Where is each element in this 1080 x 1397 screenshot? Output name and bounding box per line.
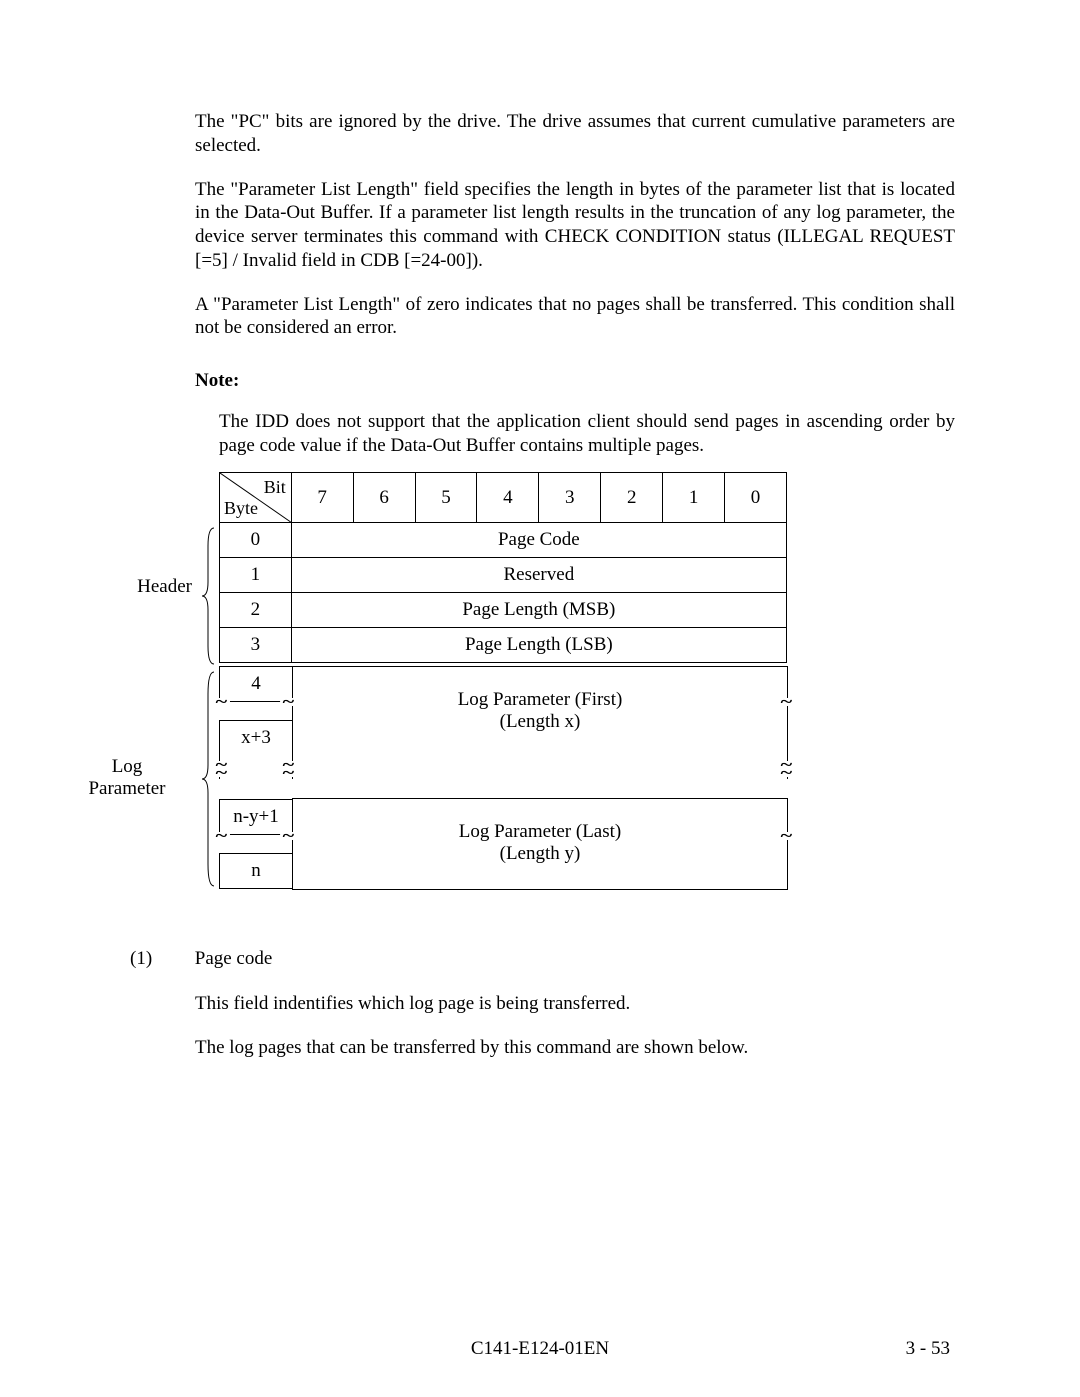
byte-n-box: n (219, 853, 293, 889)
tilde-icon: ~ (280, 832, 297, 840)
log-last-line1: Log Parameter (Last) (293, 821, 787, 843)
side-label-header: Header (82, 576, 192, 598)
paragraph-pc-bits: The "PC" bits are ignored by the drive. … (195, 110, 955, 158)
row-page-length-lsb: Page Length (LSB) (291, 628, 786, 663)
paragraph-zero-length: A "Parameter List Length" of zero indica… (195, 293, 955, 341)
footer-page-number: 3 - 53 (906, 1338, 950, 1360)
byte-x3-box: x+3 (219, 720, 293, 756)
tilde-icon: ~ (778, 832, 795, 840)
bit-header-2: 2 (601, 473, 663, 523)
bit-header-4: 4 (477, 473, 539, 523)
byte-0: 0 (220, 523, 292, 558)
byte-1: 1 (220, 558, 292, 593)
row-reserved: Reserved (291, 558, 786, 593)
tilde-icon: ~ (280, 698, 297, 706)
section-title: Page code (195, 948, 273, 969)
tilde-icon: ~~ (280, 761, 297, 777)
bit-header-1: 1 (663, 473, 725, 523)
bit-header-7: 7 (291, 473, 353, 523)
log-param-last-cell: Log Parameter (Last) (Length y) (292, 798, 788, 890)
row-page-code: Page Code (291, 523, 786, 558)
header-table: Bit Byte 7 6 5 4 3 2 1 0 0 Page Code 1 R… (219, 472, 787, 663)
bit-header-3: 3 (539, 473, 601, 523)
byte-3: 3 (220, 628, 292, 663)
log-first-line1: Log Parameter (First) (293, 689, 787, 711)
side-label-log-l2: Parameter (88, 778, 165, 799)
bit-header-6: 6 (353, 473, 415, 523)
bit-header-0: 0 (725, 473, 787, 523)
section-number: (1) (130, 948, 190, 970)
corner-cell: Bit Byte (220, 473, 292, 523)
section-heading: (1) Page code (130, 948, 272, 970)
side-label-log: Log Parameter (62, 756, 192, 800)
log-param-gap (292, 755, 788, 779)
byte-2: 2 (220, 593, 292, 628)
section-para-2: The log pages that can be transferred by… (195, 1036, 955, 1060)
note-label: Note: (195, 370, 955, 392)
log-param-first-cell: Log Parameter (First) (Length x) (292, 666, 788, 757)
log-last-line2: (Length y) (293, 843, 787, 865)
corner-byte-label: Byte (224, 498, 258, 519)
tilde-icon: ~ (778, 698, 795, 706)
page-body: The "PC" bits are ignored by the drive. … (195, 110, 955, 492)
brace-log-icon (200, 670, 218, 888)
log-first-line2: (Length x) (293, 711, 787, 733)
tilde-icon: ~~ (778, 761, 795, 777)
bit-header-5: 5 (415, 473, 477, 523)
brace-header-icon (200, 526, 218, 666)
corner-bit-label: Bit (264, 477, 286, 498)
section-para-1: This field indentifies which log page is… (195, 992, 955, 1016)
side-label-log-l1: Log (112, 756, 143, 777)
paragraph-param-list-length: The "Parameter List Length" field specif… (195, 178, 955, 273)
note-body: The IDD does not support that the applic… (219, 410, 955, 458)
row-page-length-msb: Page Length (MSB) (291, 593, 786, 628)
